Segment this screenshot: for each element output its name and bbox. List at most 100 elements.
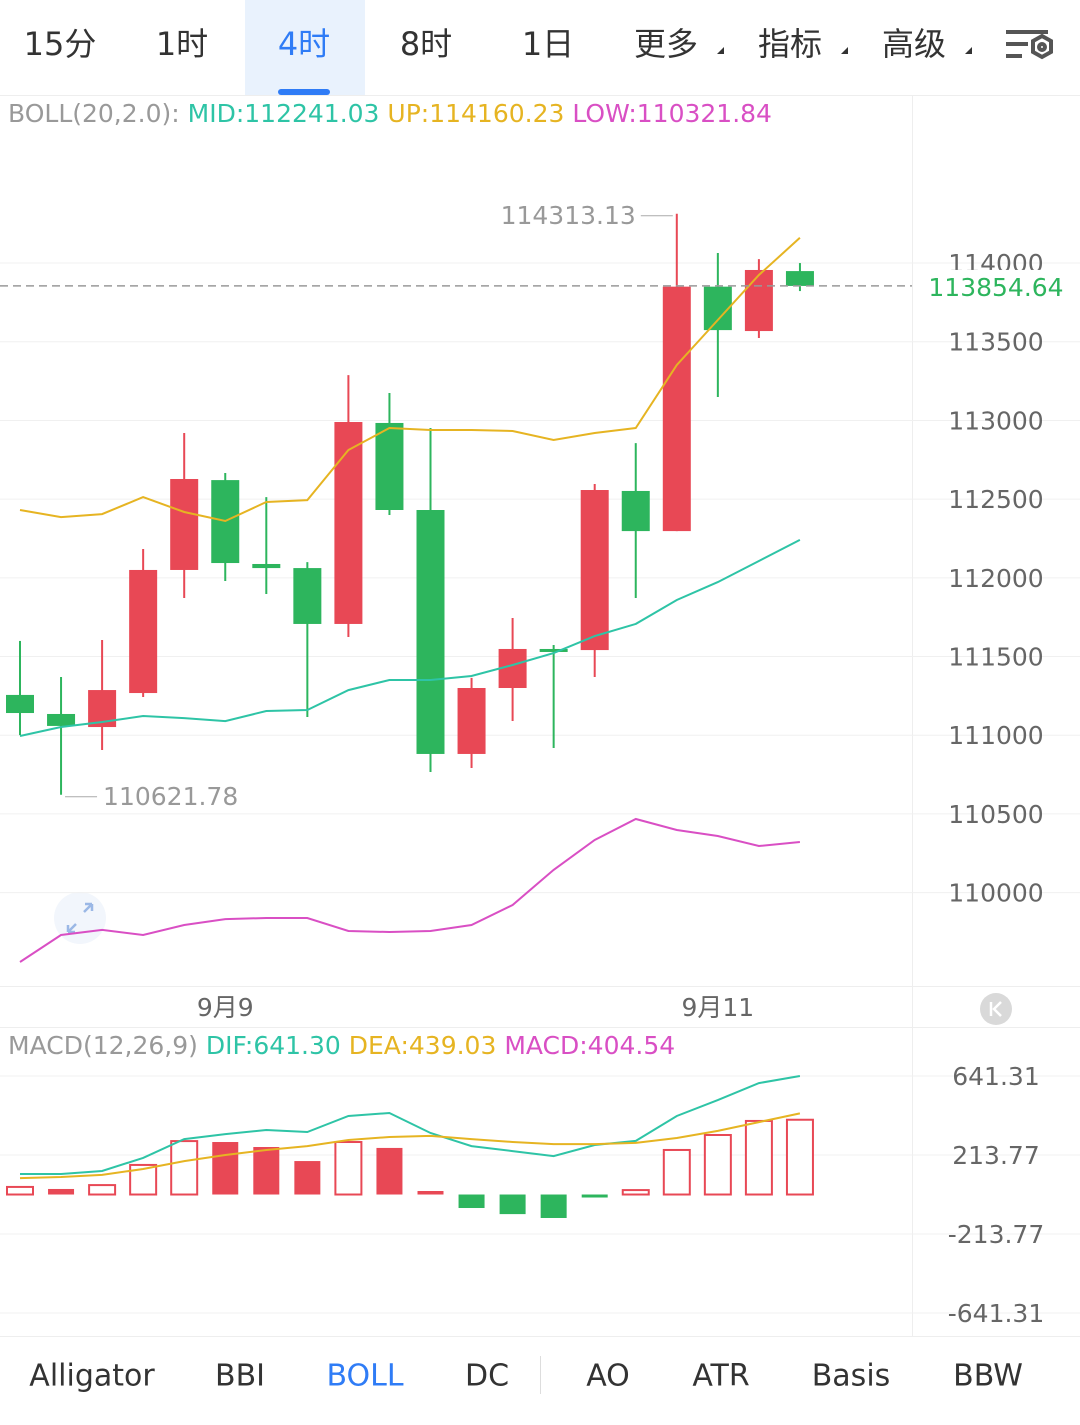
macd-bar <box>581 1194 608 1198</box>
y-tick-label: 110000 <box>948 879 1043 908</box>
legend-item: UP:114160.23 <box>387 99 564 128</box>
candle-body <box>416 509 445 754</box>
y-tick-label: 112500 <box>948 485 1043 514</box>
x-tick-label: 9月9 <box>197 993 254 1022</box>
zoom-arrows <box>66 902 94 934</box>
low-annotation: 110621.78 <box>103 782 238 811</box>
reset-icon <box>989 1001 1002 1017</box>
indicator-tab[interactable]: Alligator <box>29 1359 155 1394</box>
tab-label: 1时 <box>156 25 208 63</box>
y-tick-label: 110500 <box>948 800 1043 829</box>
candle-body <box>6 694 34 714</box>
indicator-line <box>19 1112 801 1180</box>
y-tick-label: 213.77 <box>952 1141 1039 1170</box>
macd-bar <box>212 1142 239 1195</box>
legend-item: MACD:404.54 <box>504 1031 675 1060</box>
dropdown-caret <box>841 47 848 54</box>
current-price-label: 113854.64 <box>928 273 1063 302</box>
time-tab[interactable]: 1日 <box>522 25 574 63</box>
candle-body <box>293 568 322 624</box>
macd-bar <box>703 1133 732 1196</box>
macd-bar <box>621 1189 650 1196</box>
reset-button[interactable] <box>980 993 1012 1025</box>
dropdown-caret <box>965 47 972 54</box>
time-tab[interactable]: 8时 <box>400 25 452 63</box>
current-price-box <box>914 269 1080 303</box>
legend-item: DEA:439.03 <box>349 1031 497 1060</box>
indicator-tab[interactable]: BBW <box>953 1359 1023 1394</box>
indicator-tab[interactable]: ATR <box>692 1359 749 1394</box>
time-tab[interactable]: 更多 <box>634 25 724 63</box>
indicator-line <box>20 1075 801 1175</box>
legend-label: BOLL(20,2.0): <box>8 99 180 128</box>
indicator-tab[interactable]: BBI <box>215 1359 265 1394</box>
macd-bar <box>6 1185 34 1196</box>
time-tab[interactable]: 1时 <box>156 25 208 63</box>
legend-item: MID:112241.03 <box>188 99 380 128</box>
y-tick-label: 111000 <box>948 721 1043 750</box>
candle-body <box>457 688 486 754</box>
time-tab[interactable]: 高级 <box>882 25 972 63</box>
legend-item: LOW:110321.84 <box>572 99 772 128</box>
y-tick-label: 641.31 <box>952 1062 1039 1091</box>
high-annotation: 114313.13 <box>501 201 636 230</box>
candle-body <box>170 478 199 570</box>
candle-body <box>539 648 568 652</box>
x-tick-label: 9月11 <box>681 993 754 1022</box>
indicator-tab[interactable]: BOLL <box>326 1359 403 1394</box>
candle-body <box>744 269 773 332</box>
candle-body <box>334 422 363 624</box>
legend-item: DIF:641.30 <box>206 1031 341 1060</box>
indicator-tab[interactable]: DC <box>465 1359 509 1394</box>
legend-label: MACD(12,26,9) <box>8 1031 198 1060</box>
zoom-button[interactable] <box>54 892 106 944</box>
macd-bar <box>170 1140 199 1196</box>
candle-body <box>252 563 281 569</box>
macd-bar <box>540 1194 567 1218</box>
indicator-legend: BOLL(20,2.0): MID:112241.03 UP:114160.23… <box>8 99 772 128</box>
indicator-line <box>19 237 801 523</box>
macd-bar <box>499 1194 526 1215</box>
candle-body <box>580 490 609 651</box>
candle-body <box>785 271 814 286</box>
candle-body <box>47 713 76 726</box>
time-tab[interactable]: 4时 <box>245 0 365 95</box>
candle-body <box>375 422 404 510</box>
zoom-bg <box>54 892 106 944</box>
macd-bar <box>88 1184 117 1196</box>
candle-body <box>662 286 691 532</box>
tab-label: 4时 <box>278 25 330 63</box>
icon-dot <box>1037 42 1047 52</box>
candle-body <box>621 490 650 532</box>
settings-icon[interactable] <box>1006 30 1053 60</box>
active-tab-indicator <box>278 89 330 95</box>
y-tick-label: 111500 <box>948 643 1043 672</box>
tab-label: 8时 <box>400 25 452 63</box>
indicator-legend: MACD(12,26,9) DIF:641.30 DEA:439.03 MACD… <box>8 1031 675 1060</box>
y-tick-label: 113500 <box>948 328 1043 357</box>
macd-bar <box>458 1194 485 1209</box>
y-tick-label: 112000 <box>948 564 1043 593</box>
macd-bar <box>376 1147 403 1195</box>
indicator-tab[interactable]: Basis <box>812 1359 891 1394</box>
dropdown-caret <box>717 47 724 54</box>
macd-bar <box>253 1147 280 1195</box>
time-tab[interactable]: 指标 <box>758 25 848 63</box>
y-tick-label: 113000 <box>948 406 1043 435</box>
reset-bg <box>980 993 1012 1025</box>
icon-gear <box>1031 33 1053 60</box>
indicator-line <box>19 817 800 963</box>
y-tick-label: -213.77 <box>948 1220 1045 1249</box>
indicator-tab[interactable]: AO <box>586 1359 630 1394</box>
tab-label: 高级 <box>882 25 946 63</box>
macd-bar <box>417 1191 444 1195</box>
y-tick-label: -641.31 <box>948 1299 1045 1328</box>
macd-bar <box>785 1118 814 1196</box>
time-tab[interactable]: 15分 <box>24 25 97 63</box>
macd-bar <box>662 1148 691 1196</box>
tab-label: 指标 <box>758 25 822 63</box>
top-bar <box>0 0 1080 95</box>
macd-bar <box>744 1119 773 1196</box>
